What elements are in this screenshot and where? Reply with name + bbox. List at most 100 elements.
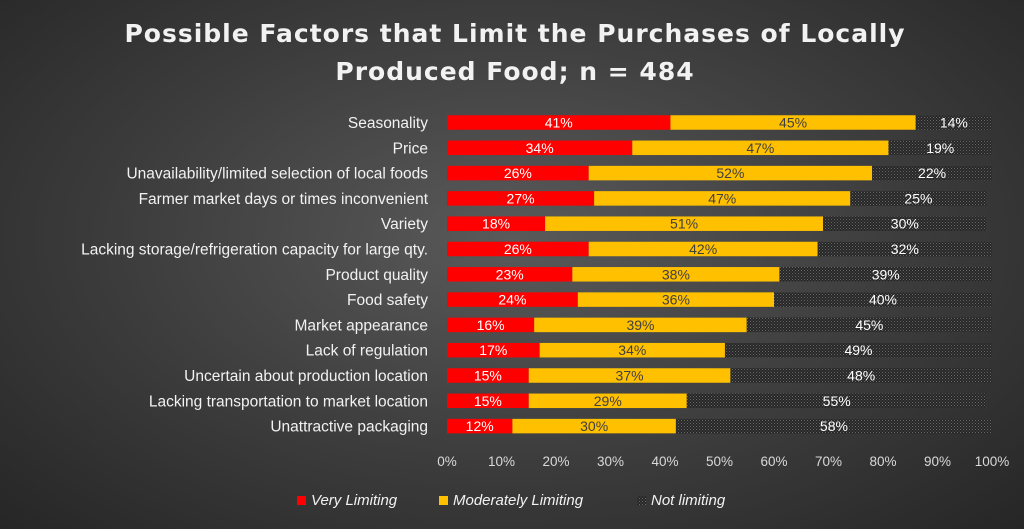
category-label: Market appearance (294, 317, 428, 334)
data-label: 30% (891, 216, 919, 232)
x-tick-label: 80% (869, 454, 896, 469)
data-label: 32% (891, 241, 919, 257)
data-label: 37% (616, 368, 644, 384)
data-label: 42% (689, 241, 717, 257)
bar-very-limiting (447, 115, 671, 130)
category-label: Unavailability/limited selection of loca… (126, 166, 428, 183)
legend-swatch-very-limiting (297, 496, 306, 505)
bar-very-limiting (447, 292, 578, 307)
category-label: Lacking storage/refrigeration capacity f… (81, 242, 428, 259)
legend-label: Very Limiting (311, 492, 398, 509)
bar-very-limiting (447, 165, 589, 181)
data-label: 49% (844, 342, 872, 358)
bar-moderately-limiting (670, 115, 916, 130)
bar-moderately-limiting (528, 393, 687, 409)
category-label: Variety (381, 216, 428, 233)
bar-not-limiting (686, 393, 987, 409)
data-label: 41% (545, 115, 573, 131)
bar-moderately-limiting (545, 216, 824, 231)
data-label: 23% (496, 266, 524, 282)
legend-swatch-not-limiting (637, 496, 646, 505)
data-label: 47% (746, 140, 774, 156)
data-label: 26% (504, 165, 532, 181)
category-label: Lack of regulation (306, 343, 428, 360)
data-label: 25% (904, 190, 932, 206)
bar-moderately-limiting (577, 292, 774, 307)
data-label: 39% (872, 266, 900, 282)
data-label: 16% (477, 317, 505, 333)
bar-very-limiting (447, 191, 595, 206)
bar-moderately-limiting (512, 418, 676, 434)
bar-not-limiting (746, 317, 992, 333)
data-label: 51% (670, 216, 698, 232)
category-label: Farmer market days or times inconvenient (139, 191, 429, 208)
x-tick-label: 40% (651, 454, 678, 469)
data-label: 47% (708, 190, 736, 206)
data-label: 22% (918, 165, 946, 181)
chart-title-line-1: Possible Factors that Limit the Purchase… (124, 19, 905, 48)
x-tick-label: 100% (975, 454, 1010, 469)
bar-moderately-limiting (572, 267, 780, 282)
x-tick-label: 30% (597, 454, 624, 469)
bar-very-limiting (447, 418, 513, 434)
x-tick-label: 10% (488, 454, 515, 469)
data-label: 40% (869, 292, 897, 308)
data-label: 45% (855, 317, 883, 333)
category-label: Unattractive packaging (270, 419, 428, 436)
bar-very-limiting (447, 317, 535, 333)
bar-very-limiting (447, 267, 573, 282)
bar-moderately-limiting (528, 368, 731, 383)
bar-moderately-limiting (534, 317, 747, 333)
x-tick-label: 70% (815, 454, 842, 469)
data-label: 27% (507, 190, 535, 206)
data-label: 58% (820, 418, 848, 434)
x-tick-label: 60% (760, 454, 787, 469)
data-label: 48% (847, 368, 875, 384)
data-label: 24% (498, 292, 526, 308)
category-label: Product quality (325, 267, 428, 284)
bar-not-limiting (888, 140, 992, 156)
bar-very-limiting (447, 342, 540, 358)
x-tick-label: 20% (542, 454, 569, 469)
bar-moderately-limiting (588, 241, 818, 257)
data-label: 39% (626, 317, 654, 333)
bar-not-limiting (915, 115, 992, 130)
bar-not-limiting (730, 368, 992, 383)
legend-label: Not limiting (651, 492, 726, 509)
data-label: 29% (594, 393, 622, 409)
bar-very-limiting (447, 393, 529, 409)
data-label: 38% (662, 266, 690, 282)
bar-not-limiting (817, 241, 992, 257)
data-label: 18% (482, 216, 510, 232)
data-label: 45% (779, 115, 807, 131)
legend-swatch-moderately-limiting (439, 496, 448, 505)
data-label: 19% (926, 140, 954, 156)
bar-very-limiting (447, 140, 633, 156)
category-label: Uncertain about production location (184, 368, 428, 385)
data-label: 52% (716, 165, 744, 181)
bar-very-limiting (447, 368, 529, 383)
data-label: 36% (662, 292, 690, 308)
bar-not-limiting (850, 191, 987, 206)
data-label: 12% (466, 418, 494, 434)
bar-not-limiting (675, 418, 992, 434)
chart-title-line-2: Produced Food; n = 484 (335, 57, 694, 86)
data-label: 26% (504, 241, 532, 257)
x-tick-label: 50% (706, 454, 733, 469)
bar-not-limiting (779, 267, 992, 282)
data-label: 14% (940, 115, 968, 131)
data-label: 34% (618, 342, 646, 358)
data-label: 15% (474, 368, 502, 384)
bar-moderately-limiting (539, 342, 725, 358)
bar-not-limiting (774, 292, 992, 307)
bar-not-limiting (872, 165, 992, 181)
bar-not-limiting (724, 342, 992, 358)
plot-area: Seasonality 41% 45% 14% Price 34% 47% 19% Unavai… (81, 115, 1009, 470)
bar-very-limiting (447, 241, 589, 257)
data-label: 15% (474, 393, 502, 409)
data-label: 34% (526, 140, 554, 156)
bar-moderately-limiting (632, 140, 889, 156)
data-label: 30% (580, 418, 608, 434)
bar-moderately-limiting (588, 165, 873, 181)
